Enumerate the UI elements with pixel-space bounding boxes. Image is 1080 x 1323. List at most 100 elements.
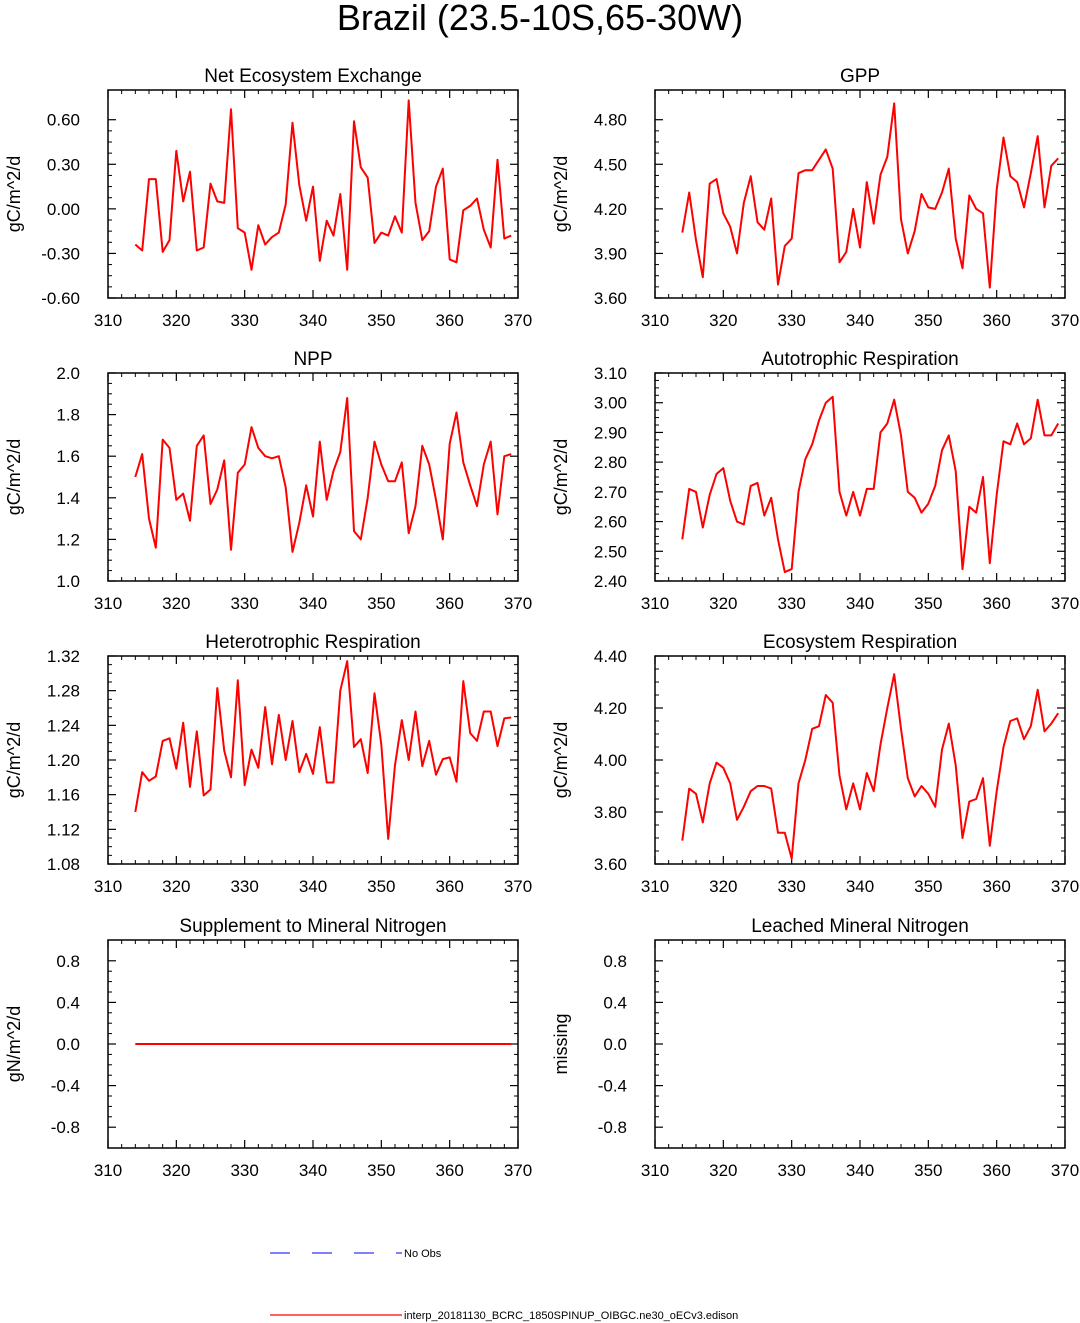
x-tick-label: 360 [435,594,463,613]
panel-title: Autotrophic Respiration [761,349,959,370]
x-tick-label: 370 [1051,877,1079,896]
panel-title: Ecosystem Respiration [763,632,957,653]
y-axis-label: gN/m^2/d [4,1006,24,1082]
y-tick-label: 1.32 [47,647,80,666]
x-tick-label: 350 [914,1161,942,1180]
plot-frame [654,89,1066,299]
x-tick-label: 310 [641,877,669,896]
y-tick-label: 2.50 [594,542,627,561]
y-axis-label: gC/m^2/d [4,156,24,232]
x-tick-label: 320 [162,1161,190,1180]
y-tick-label: 1.08 [47,855,80,874]
y-tick-label: 0.4 [603,993,627,1012]
series-line [134,660,512,840]
x-tick-label: 340 [299,311,327,330]
x-tick-label: 320 [709,594,737,613]
y-tick-label: 0.00 [47,200,80,219]
y-tick-label: 4.40 [594,647,627,666]
x-tick-label: 320 [162,594,190,613]
x-tick-label: 310 [94,1161,122,1180]
x-tick-label: 320 [709,877,737,896]
x-tick-label: 370 [1051,1161,1079,1180]
panel-3: Autotrophic Respiration 310 320 330 340 350 36… [551,349,1079,613]
y-tick-label: 1.16 [47,786,80,805]
x-tick-label: 330 [777,877,805,896]
series-line [681,102,1059,289]
y-tick-label: 0.8 [603,952,627,971]
x-tick-label: 320 [162,877,190,896]
x-tick-label: 350 [367,311,395,330]
x-tick-label: 330 [230,594,258,613]
y-axis-label: gC/m^2/d [4,722,24,798]
panel-title: GPP [840,66,880,87]
y-tick-label: -0.8 [51,1118,80,1137]
panel-6: Supplement to Mineral Nitrogen 310 320 330 3… [4,916,532,1180]
y-tick-label: 1.8 [56,406,80,425]
panel-4: Heterotrophic Respiration 310 320 330 340 350… [4,632,532,896]
y-tick-label: 0.0 [56,1035,80,1054]
x-tick-label: 350 [914,594,942,613]
y-tick-label: -0.4 [598,1077,627,1096]
x-tick-label: 370 [504,311,532,330]
panel-title: NPP [293,349,332,370]
x-tick-label: 360 [982,1161,1010,1180]
x-tick-label: 360 [435,1161,463,1180]
series-line [681,673,1060,860]
x-tick-label: 370 [504,1161,532,1180]
y-tick-label: 4.20 [594,699,627,718]
y-tick-label: 2.70 [594,483,627,502]
y-axis-label: gC/m^2/d [551,156,571,232]
x-tick-label: 370 [1051,311,1079,330]
y-tick-label: 1.24 [47,716,80,735]
x-tick-label: 340 [846,311,874,330]
plot-frame [654,939,1066,1149]
x-tick-label: 340 [846,877,874,896]
y-tick-label: 1.28 [47,682,80,701]
x-tick-label: 330 [230,311,258,330]
panel-0: Net Ecosystem Exchange 310 320 330 340 350 360… [4,66,532,330]
y-tick-label: 1.2 [56,530,80,549]
x-tick-label: 340 [846,594,874,613]
y-tick-label: 2.80 [594,453,627,472]
y-tick-label: -0.60 [41,289,80,308]
x-tick-label: 360 [982,594,1010,613]
x-tick-label: 310 [94,594,122,613]
series-line [134,99,512,271]
figure-title: Brazil (23.5-10S,65-30W) [337,0,743,38]
y-tick-label: -0.8 [598,1118,627,1137]
x-tick-label: 360 [435,311,463,330]
plot-frame [654,655,1066,865]
y-tick-label: 3.10 [594,364,627,383]
x-tick-label: 370 [1051,594,1079,613]
y-tick-label: 4.50 [594,155,627,174]
x-tick-label: 370 [504,594,532,613]
y-tick-label: 1.4 [56,489,80,508]
panel-7: Leached Mineral Nitrogen 310 320 330 340 350 3… [551,916,1079,1180]
x-tick-label: 350 [367,1161,395,1180]
legend: No Obs interp_20181130_BCRC_1850SPINUP_O… [270,1248,738,1322]
x-tick-label: 350 [367,594,395,613]
y-tick-label: 0.60 [47,111,80,130]
x-tick-label: 360 [982,311,1010,330]
y-tick-label: 4.00 [594,751,627,770]
y-tick-label: 3.80 [594,803,627,822]
x-tick-label: 330 [777,311,805,330]
x-tick-label: 330 [230,1161,258,1180]
x-tick-label: 320 [162,311,190,330]
y-tick-label: 1.6 [56,447,80,466]
legend-label-model: interp_20181130_BCRC_1850SPINUP_OIBGC.ne… [404,1310,738,1322]
panel-grid: Net Ecosystem Exchange 310 320 330 340 350 360… [4,66,1079,1180]
x-tick-label: 340 [299,1161,327,1180]
panel-1: GPP 310 320 330 340 350 360 370 3.60 3.90 4.20 4.50… [551,66,1079,330]
y-tick-label: 4.20 [594,200,627,219]
y-tick-label: 0.4 [56,993,80,1012]
x-tick-label: 350 [367,877,395,896]
y-tick-label: 2.60 [594,513,627,532]
plot-frame [107,655,519,865]
y-tick-label: 1.20 [47,751,80,770]
x-tick-label: 320 [709,311,737,330]
panel-title: Net Ecosystem Exchange [204,66,422,87]
panel-title: Leached Mineral Nitrogen [751,916,969,937]
panel-5: Ecosystem Respiration 310 320 330 340 350 360 3… [551,632,1079,896]
y-axis-label: missing [551,1013,571,1074]
